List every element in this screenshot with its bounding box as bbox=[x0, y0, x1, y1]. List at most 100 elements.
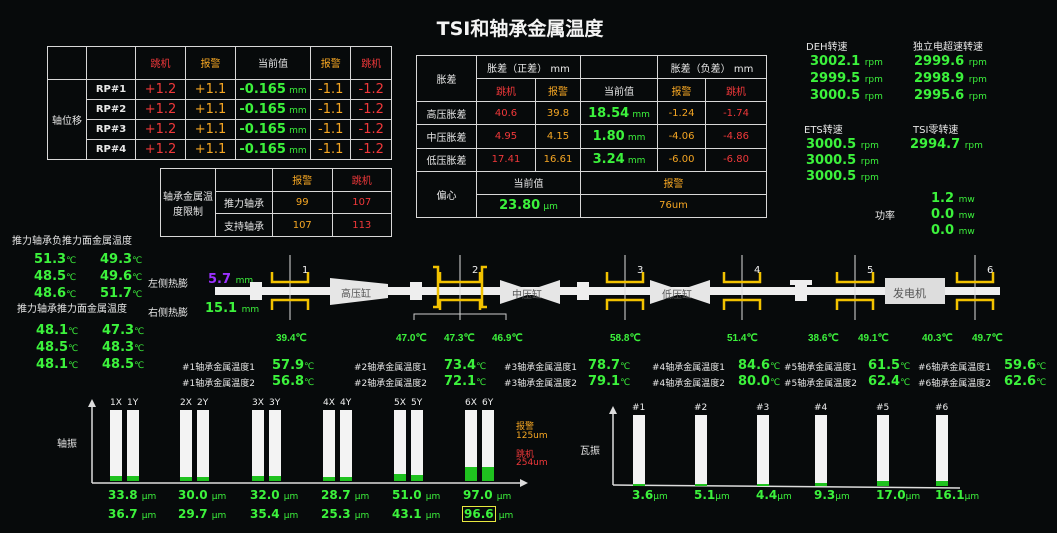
ind-speed-value: 2999.6 rpm bbox=[914, 54, 987, 69]
current-value: 18.54 mm bbox=[580, 101, 658, 126]
unit: mw bbox=[958, 227, 975, 237]
unit: rpm bbox=[860, 141, 879, 151]
value: 36.7 bbox=[108, 507, 138, 521]
bearing-temp: 49.7℃ bbox=[972, 333, 1003, 344]
value: 17.0 bbox=[876, 488, 906, 502]
value: 9.3 bbox=[814, 488, 836, 502]
value: 62.4 bbox=[868, 374, 901, 389]
unit: µm bbox=[354, 492, 370, 502]
page-title: TSI和轴承金属温度 bbox=[436, 18, 604, 40]
left-expansion-value: 5.7 mm bbox=[208, 272, 254, 287]
trip-pos: +1.2 bbox=[135, 78, 186, 100]
value: 48.5 bbox=[34, 269, 67, 284]
deh-speed-value: 3002.1 rpm bbox=[810, 54, 883, 69]
value: -0.165 bbox=[239, 121, 286, 137]
bearing-number: 3 bbox=[637, 265, 644, 276]
ecc-value: 23.80 bbox=[499, 198, 541, 214]
bearing-temp: 38.6℃ bbox=[808, 333, 839, 344]
shaft-vib-bar-y-fill bbox=[127, 475, 139, 481]
bearing-5-icon bbox=[835, 255, 875, 320]
bearing-number: 6 bbox=[987, 265, 994, 276]
bearing-vib-bar-fill bbox=[877, 481, 889, 486]
value: 51.0 bbox=[392, 488, 422, 502]
unit: rpm bbox=[968, 92, 987, 102]
header-trip: 跳机 bbox=[705, 78, 767, 103]
shaft-vib-bar-x bbox=[252, 410, 264, 481]
differential-expansion-table: 胀差 胀差（正差） mm 胀差（负差） mm 跳机 报警 当前值 报警 跳机 高… bbox=[416, 54, 767, 219]
shaft-vib-value: 32.0 µm bbox=[250, 488, 298, 502]
bearing-vib-bar bbox=[815, 415, 827, 486]
value: 47.3 bbox=[102, 323, 135, 338]
table-row: RP#2 +1.2 +1.1 -0.165 mm -1.1 -1.2 bbox=[48, 98, 392, 120]
value: 48.1 bbox=[36, 323, 69, 338]
value: 16.1 bbox=[935, 488, 965, 502]
axial-displacement-table: 跳机 报警 当前值 报警 跳机 轴位移 RP#1 +1.2 +1.1 -0.165 mm… bbox=[47, 46, 392, 161]
value: 48.5 bbox=[102, 357, 135, 372]
alarm-pos: 4.15 bbox=[535, 124, 581, 149]
shaft-vib-x-label: 3X bbox=[252, 398, 264, 408]
bearing-metal-temp-value: 79.1℃ bbox=[588, 374, 630, 389]
current-value: -0.165 mm bbox=[235, 118, 311, 140]
bearing-metal-temp-label: #6轴承金属温度1 bbox=[918, 363, 991, 373]
value: 29.7 bbox=[178, 507, 208, 521]
value: 49.3 bbox=[100, 252, 133, 267]
shaft-vib-value: 97.0 µm bbox=[463, 488, 511, 502]
shaft-vib-y-label: 6Y bbox=[482, 398, 494, 408]
header-trip: 跳机 bbox=[350, 46, 392, 80]
bearing-metal-temp-label: #4轴承金属温度1 bbox=[652, 363, 725, 373]
alarm-label: 报警 bbox=[516, 422, 535, 432]
shaft-vib-bar-x-fill bbox=[465, 467, 477, 481]
trip-value: 254um bbox=[516, 458, 548, 468]
bearing-temp: 39.4℃ bbox=[276, 333, 307, 344]
shaft-vib-bar-y-fill bbox=[482, 467, 494, 481]
bearing-metal-temp-label: #4轴承金属温度2 bbox=[652, 379, 725, 389]
bearing-metal-temp-value: 80.0℃ bbox=[738, 374, 780, 389]
shaft-vib-bar-x-fill bbox=[394, 473, 406, 481]
table-row: RP#4 +1.2 +1.1 -0.165 mm -1.1 -1.2 bbox=[48, 138, 392, 161]
unit: ℃ bbox=[770, 378, 781, 388]
unit: mm bbox=[627, 156, 646, 167]
value: 5.1 bbox=[694, 488, 716, 502]
unit: µm bbox=[905, 492, 921, 502]
axial-group-label: 轴位移 bbox=[47, 78, 87, 161]
thrust-neg-temp: 48.6℃ bbox=[34, 286, 76, 301]
bearing-6-icon bbox=[955, 255, 995, 320]
bearing-3-icon bbox=[605, 255, 645, 320]
shaft-vib-value: 30.0 µm bbox=[178, 488, 226, 502]
bearing-metal-temp-label: #1轴承金属温度1 bbox=[182, 363, 255, 373]
value: 3000.5 bbox=[810, 88, 861, 103]
bearing-vib-bar bbox=[877, 415, 889, 486]
bearing-vib-label: #2 bbox=[694, 403, 708, 413]
ind-speed-value: 2995.6 rpm bbox=[914, 88, 987, 103]
bearing-vib-value: 16.1µm bbox=[935, 488, 979, 502]
bearing-metal-temp-label: #6轴承金属温度2 bbox=[918, 379, 991, 389]
value: 56.8 bbox=[272, 374, 305, 389]
bearing-metal-temp-value: 73.4℃ bbox=[444, 358, 486, 373]
shaft-vib-x-label: 5X bbox=[394, 398, 406, 408]
value: 59.6 bbox=[1004, 358, 1037, 373]
value: 28.7 bbox=[321, 488, 351, 502]
unit: µm bbox=[425, 492, 441, 502]
value: 18.54 bbox=[588, 105, 630, 121]
coupling bbox=[795, 283, 807, 301]
coupling bbox=[410, 282, 422, 300]
bearing-number: 4 bbox=[754, 265, 761, 276]
bearing-vib-bar-fill bbox=[815, 483, 827, 486]
unit: rpm bbox=[864, 75, 883, 85]
shaft-vib-value: 43.1 µm bbox=[392, 507, 440, 521]
bearing-vib-label: #5 bbox=[876, 403, 890, 413]
trip-neg: -1.2 bbox=[350, 78, 392, 100]
bearing-metal-temp-label: #3轴承金属温度2 bbox=[504, 379, 577, 389]
bearing-metal-temp-value: 59.6℃ bbox=[1004, 358, 1046, 373]
header-trip: 跳机 bbox=[476, 78, 536, 103]
left-expansion-label: 左侧热膨 bbox=[148, 279, 188, 290]
unit: µm bbox=[498, 511, 514, 521]
thrust-pos-temp: 48.5℃ bbox=[36, 340, 78, 355]
unit: rpm bbox=[864, 92, 883, 102]
value: 48.3 bbox=[102, 340, 135, 355]
unit: ℃ bbox=[66, 290, 77, 300]
unit: ℃ bbox=[900, 378, 911, 388]
unit: ℃ bbox=[132, 273, 143, 283]
right-expansion-label: 右侧热膨 bbox=[148, 308, 188, 319]
